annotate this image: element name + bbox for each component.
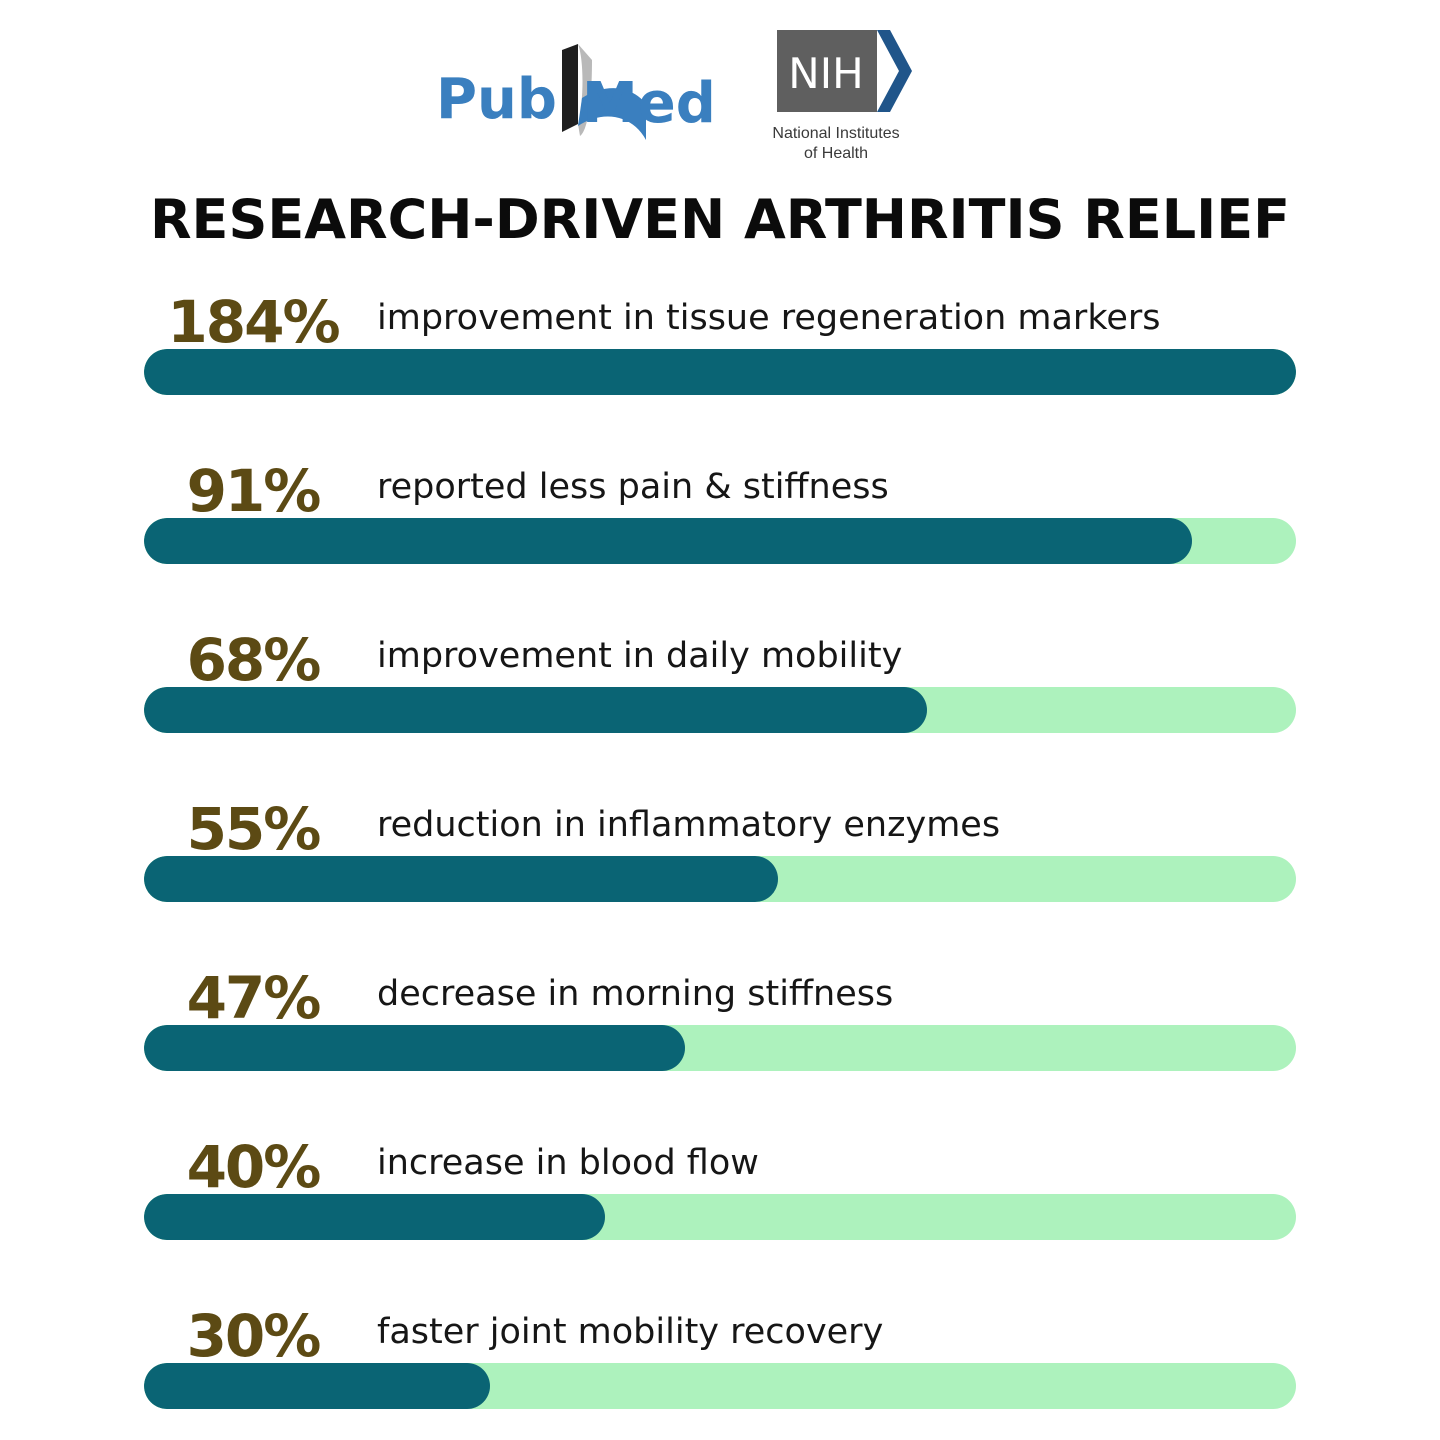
stat-label: improvement in daily mobility	[377, 636, 903, 676]
bar-fill	[144, 1025, 685, 1071]
stat-value: 30%	[186, 1302, 322, 1370]
pubmed-book-spine	[562, 44, 578, 132]
stat-row: 30% faster joint mobility recovery	[0, 1299, 1440, 1439]
stat-value: 91%	[186, 457, 322, 525]
page-title: RESEARCH-DRIVEN ARTHRITIS RELIEF	[149, 188, 1291, 251]
bar-track	[144, 856, 1296, 902]
logo-header: Pub Med NIH National Institutes of Healt…	[0, 0, 1440, 170]
nih-gray-block	[777, 30, 877, 112]
bar-fill	[144, 1363, 490, 1409]
nih-logo-text: NIH	[788, 49, 863, 98]
stat-row: 184% improvement in tissue regeneration m…	[0, 285, 1440, 425]
stat-label: faster joint mobility recovery	[377, 1312, 884, 1352]
stat-row: 68% improvement in daily mobility	[0, 623, 1440, 763]
bar-fill	[144, 687, 927, 733]
bar-fill	[144, 856, 778, 902]
stat-row: 40% increase in blood flow	[0, 1130, 1440, 1270]
bar-fill	[144, 1194, 605, 1240]
stat-value: 55%	[186, 795, 322, 863]
bar-fill	[144, 518, 1192, 564]
nih-subtitle-line-2: of Health	[804, 145, 868, 162]
stat-label: improvement in tissue regeneration marke…	[377, 298, 1161, 338]
pubmed-logo-pub: Pub	[436, 67, 557, 132]
stat-row: 55% reduction in inflammatory enzymes	[0, 792, 1440, 932]
bar-track	[144, 518, 1296, 564]
bar-track	[144, 1363, 1296, 1409]
bar-track	[144, 1025, 1296, 1071]
bar-track	[144, 1194, 1296, 1240]
bar-track	[144, 349, 1296, 395]
nih-logo: NIH National Institutes of Health	[772, 30, 912, 162]
stat-row: 47% decrease in morning stiﬀness	[0, 961, 1440, 1101]
pubmed-logo: Pub Med	[436, 44, 716, 140]
stat-label: decrease in morning stiﬀness	[377, 974, 894, 1014]
bar-fill	[144, 349, 1296, 395]
nih-chevron	[877, 30, 912, 112]
stat-label: reported less pain & stiﬀness	[377, 467, 889, 507]
pubmed-book-cover	[578, 88, 646, 140]
pubmed-logo-med: Med	[582, 71, 716, 136]
stat-value: 184%	[167, 288, 340, 356]
stat-label: increase in blood flow	[377, 1143, 759, 1183]
stat-value: 47%	[186, 964, 322, 1032]
stat-value: 68%	[186, 626, 322, 694]
stat-label: reduction in inflammatory enzymes	[377, 805, 1001, 845]
stat-row: 91% reported less pain & stiﬀness	[0, 454, 1440, 594]
stat-value: 40%	[186, 1133, 322, 1201]
nih-subtitle-line-1: National Institutes	[772, 125, 899, 142]
bar-track	[144, 687, 1296, 733]
